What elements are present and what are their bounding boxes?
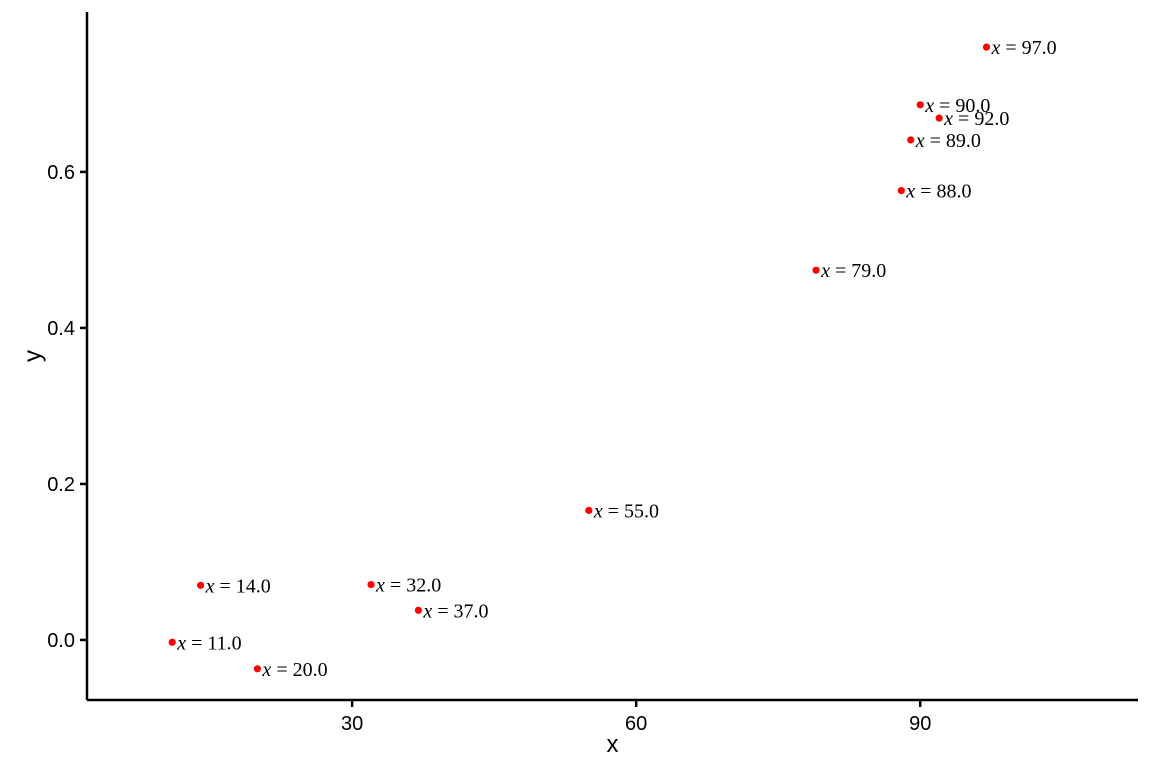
data-point-label: x = 14.0 — [205, 575, 271, 597]
y-tick-label: 0.4 — [47, 318, 75, 340]
x-tick-label: 60 — [625, 713, 647, 735]
x-tick-labels: 30 60 90 — [341, 713, 931, 735]
y-axis-title: y — [19, 350, 46, 362]
data-point — [253, 665, 262, 673]
data-point — [907, 136, 915, 144]
data-point — [168, 638, 176, 646]
data-points — [168, 43, 991, 673]
data-point — [916, 101, 924, 109]
x-tick-label: 30 — [341, 713, 363, 735]
y-tick-label: 0.6 — [47, 162, 75, 184]
data-point — [935, 114, 943, 122]
data-point — [585, 506, 593, 515]
data-point-label: x = 37.0 — [422, 600, 488, 622]
data-point-label: x = 20.0 — [261, 659, 327, 681]
y-tick-labels: 0.0 0.2 0.4 0.6 — [47, 162, 75, 652]
data-point-label: x = 89.0 — [915, 130, 981, 152]
data-point-label: x = 92.0 — [943, 108, 1009, 130]
data-point-label: x = 97.0 — [991, 37, 1057, 59]
data-point-label: x = 32.0 — [375, 575, 441, 597]
data-point — [982, 43, 991, 51]
data-point-label: x = 90.0 — [924, 95, 990, 117]
x-axis-title: x — [607, 731, 619, 758]
data-point-label: x = 79.0 — [820, 260, 886, 282]
data-point — [812, 266, 820, 274]
data-point-labels: x = 11.0 x = 14.0 x = 20.0 x = 32.0 x = 37.0… — [176, 37, 1056, 681]
data-point — [897, 187, 905, 195]
data-point-label: x = 11.0 — [176, 632, 241, 654]
x-tick-label: 90 — [909, 713, 931, 735]
data-point-label: x = 88.0 — [905, 181, 971, 203]
data-point-label: x = 55.0 — [593, 500, 659, 522]
data-point — [367, 580, 375, 589]
y-tick-label: 0.2 — [47, 474, 75, 496]
y-tick-label: 0.0 — [47, 630, 75, 652]
data-point — [197, 581, 205, 589]
data-point — [414, 606, 422, 614]
